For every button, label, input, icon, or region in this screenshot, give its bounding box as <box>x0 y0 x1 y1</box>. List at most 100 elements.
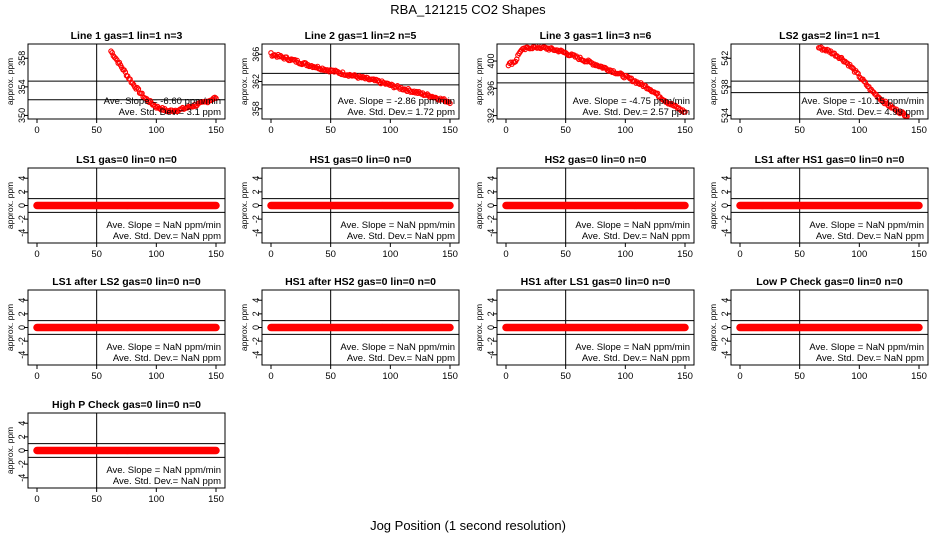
plot-area <box>262 290 459 365</box>
x-tick-label: 100 <box>382 249 398 260</box>
slope-annotation: Ave. Slope = NaN ppm/min <box>340 220 455 231</box>
plot-area <box>731 44 928 119</box>
std-annotation: Ave. Std. Dev.= NaN ppm <box>816 353 924 364</box>
y-tick-label: -4 <box>251 351 261 359</box>
y-tick-label: 0 <box>720 325 730 330</box>
slope-annotation: Ave. Slope = NaN ppm/min <box>575 342 690 353</box>
plot-frame <box>27 43 226 120</box>
x-tick-label: 0 <box>503 125 508 136</box>
data-point <box>899 109 906 115</box>
panel-title: Line 3 gas=1 lin=3 n=6 <box>540 30 652 42</box>
slope-annotation: Ave. Slope = NaN ppm/min <box>106 465 221 476</box>
x-tick-label: 0 <box>503 371 508 382</box>
data-point <box>212 323 220 332</box>
std-annotation: Ave. Std. Dev.= 1.72 ppm <box>347 107 455 118</box>
panel-2: Line 3 gas=1 lin=3 n=6 0 50 100 150 392 396 400… <box>474 30 695 136</box>
panel-8: LS1 after LS2 gas=0 lin=0 n=0 0 50 100 150 -4… <box>5 276 226 382</box>
y-tick-label: -2 <box>251 337 261 345</box>
panel-4: LS1 gas=0 lin=0 n=0 0 50 100 150 -4 -2 0 2 4appro… <box>5 154 226 260</box>
y-tick-label: -4 <box>17 351 27 359</box>
data-point <box>116 59 123 66</box>
slope-annotation: Ave. Slope = NaN ppm/min <box>106 342 221 353</box>
y-tick-label: -4 <box>486 229 496 237</box>
x-tick-label: 150 <box>442 249 458 260</box>
y-tick-label: 538 <box>720 79 730 94</box>
y-tick-label: 542 <box>720 51 730 66</box>
y-tick-label: 358 <box>17 51 27 66</box>
x-tick-label: 150 <box>442 371 458 382</box>
y-tick-label: 400 <box>486 54 496 69</box>
x-tick-label: 0 <box>268 125 273 136</box>
panel-title: HS1 gas=0 lin=0 n=0 <box>310 154 412 166</box>
std-annotation: Ave. Std. Dev.= 2.57 ppm <box>582 107 690 118</box>
plot-frame <box>730 43 929 120</box>
x-tick-label: 150 <box>911 371 927 382</box>
std-annotation: Ave. Std. Dev.= NaN ppm <box>347 231 455 242</box>
x-tick-label: 100 <box>851 125 867 136</box>
x-tick-label: 50 <box>560 371 571 382</box>
std-annotation: Ave. Std. Dev.= NaN ppm <box>113 231 221 242</box>
x-tick-label: 100 <box>617 125 633 136</box>
y-tick-label: 4 <box>251 176 261 181</box>
x-tick-label: 100 <box>851 249 867 260</box>
y-tick-label: 534 <box>720 108 730 123</box>
y-axis-label: approx. ppm <box>5 427 15 474</box>
y-tick-label: 2 <box>720 311 730 316</box>
y-tick-label: 4 <box>17 298 27 303</box>
panel-0: Line 1 gas=1 lin=1 n=3 0 50 100 150 350 354 358… <box>5 30 226 136</box>
plot-area <box>497 290 694 365</box>
x-tick-label: 50 <box>91 371 102 382</box>
x-tick-label: 50 <box>325 371 336 382</box>
data-point <box>821 47 828 53</box>
plot-area <box>28 44 225 119</box>
data-point <box>276 53 283 60</box>
data-point <box>212 201 220 210</box>
x-tick-label: 100 <box>617 249 633 260</box>
y-axis-label: approx. ppm <box>708 182 718 229</box>
slope-annotation: Ave. Slope = -10.15 ppm/min <box>801 96 924 107</box>
x-tick-label: 100 <box>148 371 164 382</box>
y-tick-label: 362 <box>251 74 261 89</box>
x-tick-label: 50 <box>91 249 102 260</box>
page-title: RBA_121215 CO2 Shapes <box>390 2 546 17</box>
panel-11: Low P Check gas=0 lin=0 n=0 0 50 100 150 -4 -2… <box>708 276 929 382</box>
y-tick-label: 350 <box>17 108 27 123</box>
x-tick-label: 150 <box>208 125 224 136</box>
x-tick-label: 100 <box>617 371 633 382</box>
data-point <box>849 64 855 71</box>
y-tick-label: -2 <box>251 215 261 223</box>
std-annotation: Ave. Std. Dev.= NaN ppm <box>347 353 455 364</box>
panel-3: LS2 gas=2 lin=1 n=1 0 50 100 150 534 538 542app… <box>708 30 929 136</box>
panel-title: LS1 gas=0 lin=0 n=0 <box>76 154 177 166</box>
slope-annotation: Ave. Slope = NaN ppm/min <box>809 342 924 353</box>
x-tick-label: 50 <box>91 125 102 136</box>
x-tick-label: 50 <box>794 125 805 136</box>
x-tick-label: 50 <box>794 371 805 382</box>
x-tick-label: 50 <box>325 249 336 260</box>
y-tick-label: 4 <box>17 176 27 181</box>
panel-10: HS1 after LS1 gas=0 lin=0 n=0 0 50 100 150 -4… <box>474 276 695 382</box>
plot-area <box>28 290 225 365</box>
y-axis-label: approx. ppm <box>239 304 249 351</box>
x-tick-label: 100 <box>382 125 398 136</box>
y-tick-label: 0 <box>251 325 261 330</box>
plot-area <box>731 290 928 365</box>
data-point <box>682 109 688 115</box>
panel-6: HS2 gas=0 lin=0 n=0 0 50 100 150 -4 -2 0 2 4appro… <box>474 154 695 260</box>
y-tick-label: 4 <box>486 176 496 181</box>
y-tick-label: 0 <box>251 203 261 208</box>
slope-annotation: Ave. Slope = NaN ppm/min <box>340 342 455 353</box>
y-tick-label: -4 <box>17 474 27 482</box>
y-tick-label: 0 <box>720 203 730 208</box>
x-tick-label: 0 <box>268 249 273 260</box>
panel-1: Line 2 gas=1 lin=2 n=5 0 50 100 150 358 362 366… <box>239 30 460 136</box>
std-annotation: Ave. Std. Dev.= NaN ppm <box>113 353 221 364</box>
data-point <box>280 54 286 61</box>
std-annotation: Ave. Std. Dev.= NaN ppm <box>816 231 924 242</box>
y-tick-label: -4 <box>720 229 730 237</box>
y-tick-label: 4 <box>17 421 27 426</box>
std-annotation: Ave. Std. Dev.= NaN ppm <box>113 476 221 487</box>
data-point <box>381 80 388 86</box>
y-tick-label: -2 <box>17 460 27 468</box>
y-tick-label: 0 <box>17 448 27 453</box>
